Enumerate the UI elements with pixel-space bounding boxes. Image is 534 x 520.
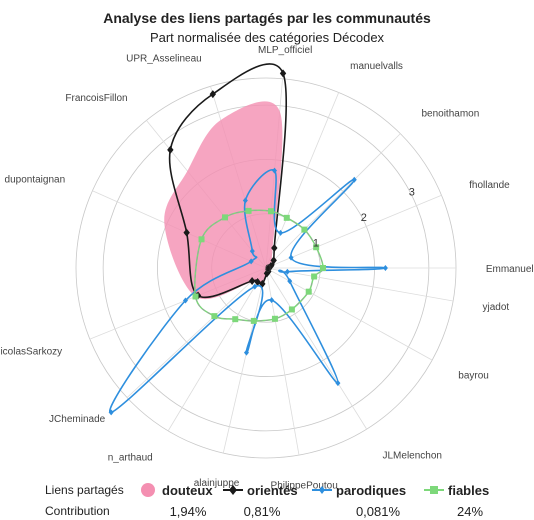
category-label-UPR_Asselineau: UPR_Asselineau bbox=[126, 54, 202, 65]
category-label-yjadot: yjadot bbox=[483, 302, 510, 313]
grid-spoke bbox=[265, 267, 433, 361]
grid-spoke bbox=[222, 267, 267, 454]
category-label-bayrou: bayrou bbox=[458, 371, 489, 382]
legend-label-3: fiables bbox=[448, 483, 489, 498]
legend-key-douteux bbox=[141, 483, 155, 497]
legend-title: Liens partagés bbox=[45, 483, 124, 497]
legend-key-orientes bbox=[229, 485, 237, 495]
chart-title: Analyse des liens partagés par les commu… bbox=[103, 10, 431, 26]
r-tick-label: 0 bbox=[265, 263, 271, 275]
series-1-point bbox=[183, 228, 190, 237]
series-2-point bbox=[287, 278, 293, 285]
series-1-point bbox=[270, 256, 277, 265]
radar-category-labels: EmmanuelMacron fhollande benoithamon manuel… bbox=[0, 45, 534, 492]
grid-spoke bbox=[126, 267, 267, 398]
r-tick-label: 1 bbox=[313, 238, 319, 250]
category-label-JCheminade: JCheminade bbox=[49, 414, 106, 425]
series-2-point bbox=[278, 229, 284, 236]
r-tick-label: 2 bbox=[361, 212, 367, 224]
legend-contribution-1: 0,81% bbox=[244, 504, 281, 519]
category-label-NicolasSarkozy: NicolasSarkozy bbox=[0, 346, 62, 357]
series-2-point bbox=[252, 283, 258, 290]
series-2-point bbox=[272, 167, 278, 174]
series-1-point bbox=[167, 145, 174, 154]
series-3-point bbox=[222, 214, 229, 221]
series-3-point bbox=[301, 226, 308, 233]
legend-contribution-2: 0,081% bbox=[356, 504, 401, 519]
series-2-point bbox=[249, 248, 255, 255]
series-3-point bbox=[250, 317, 257, 324]
radar-tick-labels: 0 1 2 3 bbox=[265, 187, 415, 275]
series-2-point bbox=[284, 268, 290, 275]
category-label-n_arthaud: n_arthaud bbox=[108, 452, 153, 463]
grid-spoke bbox=[265, 194, 442, 269]
series-1-point bbox=[248, 276, 256, 285]
r-tick-label: 3 bbox=[409, 187, 415, 199]
series-3-point bbox=[267, 208, 274, 215]
legend-key-parodiques bbox=[319, 486, 325, 494]
series-3-point bbox=[313, 244, 320, 251]
category-label-MLP_officiel: MLP_officiel bbox=[258, 45, 312, 56]
series-2-point bbox=[108, 409, 114, 416]
series-2-point bbox=[351, 176, 357, 183]
series-2-line bbox=[108, 169, 387, 414]
series-3-point bbox=[271, 315, 278, 322]
series-2-point bbox=[288, 254, 294, 261]
series-3-point bbox=[192, 293, 199, 300]
series-3-point bbox=[320, 265, 326, 271]
series-3-point bbox=[311, 273, 318, 280]
series-2-point bbox=[382, 265, 388, 271]
legend-label-1: orientés bbox=[247, 483, 298, 498]
category-label-alainjuppe: alainjuppe bbox=[194, 478, 240, 489]
series-2-point bbox=[269, 297, 275, 304]
series-2-point bbox=[182, 297, 188, 304]
category-label-JLMelenchon: JLMelenchon bbox=[383, 450, 442, 461]
series-1-point bbox=[271, 243, 278, 252]
radar-series bbox=[108, 63, 388, 416]
grid-spoke bbox=[265, 267, 454, 302]
series-1-point bbox=[265, 264, 272, 273]
legend-key-fiables bbox=[430, 486, 438, 494]
series-3-point bbox=[288, 306, 295, 313]
series-3-point bbox=[211, 313, 218, 320]
legend-label-2: parodiques bbox=[336, 483, 406, 498]
category-label-EmmanuelMacron: EmmanuelMacron bbox=[486, 264, 534, 275]
grid-spoke bbox=[265, 92, 340, 269]
series-3-point bbox=[245, 207, 252, 214]
category-label-FrancoisFillon: FrancoisFillon bbox=[65, 93, 127, 104]
legend-label-0: douteux bbox=[162, 483, 213, 498]
series-2-point bbox=[335, 380, 341, 387]
series-3-point bbox=[283, 214, 290, 221]
series-2-point bbox=[243, 349, 249, 356]
series-3-point bbox=[232, 316, 239, 323]
legend-contribution-label: Contribution bbox=[45, 504, 110, 518]
series-3-point bbox=[198, 236, 205, 243]
legend-contribution-0: 1,94% bbox=[170, 504, 207, 519]
category-label-PhilippePoutou: PhilippePoutou bbox=[271, 481, 338, 492]
series-2-point bbox=[248, 258, 254, 265]
category-label-benoithamon: benoithamon bbox=[421, 109, 479, 120]
series-3-point bbox=[305, 288, 312, 295]
legend-contribution-3: 24% bbox=[457, 504, 483, 519]
series-2-point bbox=[242, 197, 248, 204]
chart-legend: Liens partagés Contribution douteux 1,94% or… bbox=[45, 483, 489, 519]
category-label-fhollande: fhollande bbox=[469, 180, 510, 191]
series-1-point bbox=[279, 69, 287, 78]
grid-spoke bbox=[167, 267, 267, 432]
category-label-manuelvalls: manuelvalls bbox=[350, 61, 403, 72]
grid-spoke bbox=[265, 267, 300, 456]
series-1-point bbox=[209, 90, 217, 99]
grid-spoke bbox=[265, 133, 401, 269]
grid-spoke bbox=[265, 267, 368, 430]
chart-subtitle: Part normalisée des catégories Décodex bbox=[149, 30, 385, 45]
category-label-dupontaignan: dupontaignan bbox=[5, 175, 66, 186]
